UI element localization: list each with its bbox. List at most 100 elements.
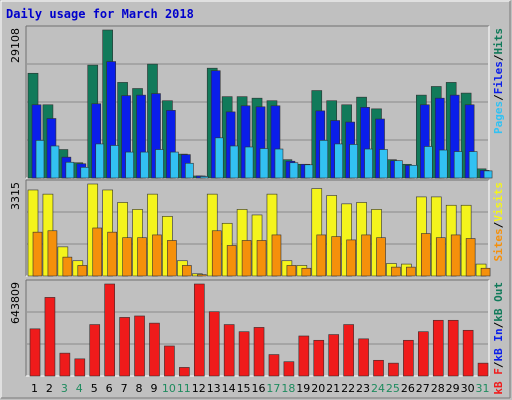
bar-kbytes-kb-f <box>328 334 340 377</box>
bar-hits-pages <box>125 151 134 179</box>
bar-visits-sites <box>241 240 252 277</box>
bar-visits-sites <box>92 227 103 277</box>
bar-hits-pages <box>483 170 493 179</box>
day-label: 30 <box>461 382 475 395</box>
bar-hits-pages <box>50 145 60 179</box>
day-label: 12 <box>192 382 206 395</box>
day-label: 15 <box>237 382 251 395</box>
bar-hits-pages <box>289 162 299 179</box>
bar-kbytes-kb-f <box>283 361 295 377</box>
day-label: 1 <box>31 382 38 395</box>
bar-visits-sites <box>346 239 356 277</box>
bar-visits-sites <box>480 267 491 277</box>
bar-visits-sites <box>286 265 297 277</box>
bar-kbytes-kb-f <box>29 328 41 377</box>
bar-hits-pages <box>468 151 478 179</box>
day-label: 9 <box>150 382 157 395</box>
day-label: 28 <box>431 382 445 395</box>
bar-hits-pages <box>140 151 149 179</box>
bar-visits-sites <box>271 234 282 277</box>
day-label: 26 <box>401 382 415 395</box>
day-label: 7 <box>121 382 128 395</box>
bar-kbytes-kb-f <box>403 339 414 377</box>
bar-hits-pages <box>334 143 344 179</box>
bar-hits-pages <box>244 146 254 179</box>
day-label: 20 <box>311 382 325 395</box>
bar-hits-pages <box>110 145 119 179</box>
day-label: 14 <box>222 382 236 395</box>
day-label: 23 <box>356 382 370 395</box>
bar-visits-sites <box>316 234 327 277</box>
bar-visits-sites <box>167 240 177 277</box>
bar-visits-sites <box>32 231 43 277</box>
panel-kbytes-max-label: 643809 <box>9 282 22 324</box>
bar-hits-pages <box>155 149 164 179</box>
bar-hits-pages <box>65 161 75 179</box>
bar-visits-sites <box>196 274 207 277</box>
panel-kbytes-legend: kB F/kB In/kB Out <box>492 282 505 395</box>
bar-visits-sites <box>391 266 401 277</box>
bar-kbytes-kb-f <box>298 335 310 377</box>
bar-kbytes-kb-f <box>119 317 130 377</box>
bar-visits-sites <box>226 245 237 277</box>
bar-visits-sites <box>122 237 132 277</box>
bar-visits-sites <box>435 237 446 277</box>
day-label: 8 <box>136 382 143 395</box>
bar-kbytes-kb-f <box>44 297 56 377</box>
bar-kbytes-kb-f <box>358 338 369 377</box>
bar-kbytes-kb-f <box>208 311 220 377</box>
bar-kbytes-kb-f <box>462 329 474 377</box>
panel-visits-max-label: 3315 <box>9 182 22 210</box>
day-label: 5 <box>91 382 98 395</box>
day-label: 25 <box>386 382 400 395</box>
panel-hits-max-label: 29108 <box>9 28 22 63</box>
bar-hits-pages <box>304 164 314 179</box>
day-label: 18 <box>281 382 295 395</box>
bar-kbytes-kb-f <box>74 358 86 377</box>
bar-visits-sites <box>465 238 476 277</box>
bar-visits-sites <box>450 234 461 277</box>
bar-hits-pages <box>364 148 373 179</box>
day-label: 21 <box>326 382 340 395</box>
legend-entry: kB In <box>492 328 505 361</box>
day-label: 19 <box>296 382 310 395</box>
bar-kbytes-kb-f <box>193 283 205 377</box>
bar-kbytes-kb-f <box>104 283 115 377</box>
bar-visits-sites <box>182 265 192 277</box>
bar-hits-pages <box>80 167 90 179</box>
bar-kbytes-kb-f <box>418 331 429 377</box>
day-label: 29 <box>446 382 460 395</box>
bar-kbytes-kb-f <box>373 359 384 377</box>
bar-kbytes-kb-f <box>89 324 101 377</box>
bar-kbytes-kb-f <box>59 352 71 377</box>
bar-visits-sites <box>421 233 431 277</box>
bar-hits-pages <box>259 148 269 179</box>
bar-visits-sites <box>62 256 73 277</box>
day-label: 6 <box>106 382 113 395</box>
legend-entry: Hits <box>492 28 505 55</box>
bar-visits-sites <box>107 231 117 277</box>
bar-hits-pages <box>409 164 418 179</box>
legend-entry: Files <box>492 61 505 94</box>
bar-kbytes-kb-f <box>432 319 444 377</box>
bar-visits-sites <box>406 266 416 277</box>
day-label: 27 <box>416 382 430 395</box>
bar-kbytes-kb-f <box>447 319 459 377</box>
legend-entry: Visits <box>492 182 505 222</box>
bar-visits-sites <box>361 234 371 277</box>
day-label: 31 <box>476 382 490 395</box>
bar-hits-pages <box>394 160 403 179</box>
day-label: 4 <box>76 382 83 395</box>
bar-hits-pages <box>95 143 105 179</box>
bar-hits-pages <box>453 151 463 179</box>
bar-hits-pages <box>379 149 388 179</box>
day-label: 17 <box>266 382 280 395</box>
bar-hits-pages <box>199 176 209 179</box>
day-label: 22 <box>341 382 355 395</box>
bar-hits-pages <box>185 162 194 179</box>
legend-separator: / <box>492 221 505 228</box>
legend-entry: Pages <box>492 101 505 134</box>
bar-hits-pages <box>424 146 433 179</box>
